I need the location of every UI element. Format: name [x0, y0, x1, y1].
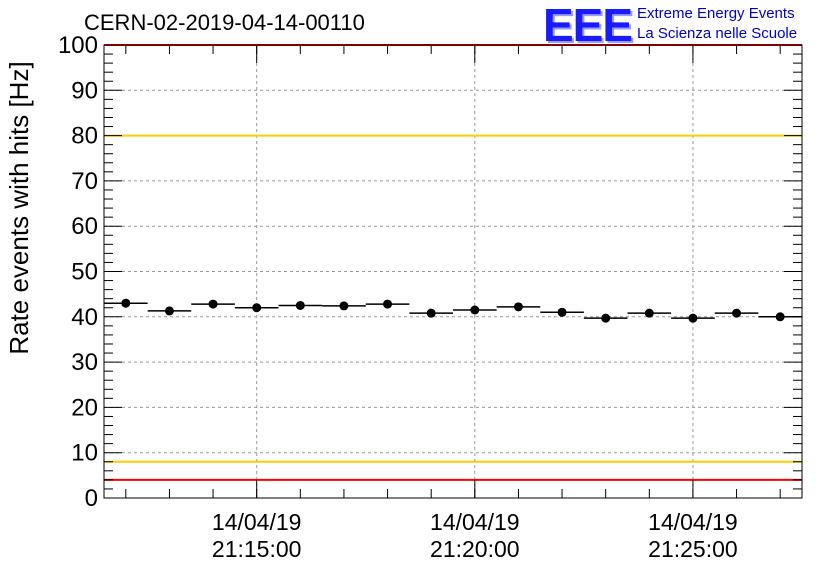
y-tick-label: 50	[71, 259, 98, 286]
data-point	[732, 308, 742, 318]
data-point	[426, 308, 436, 318]
x-tick-label-time: 21:20:00	[430, 536, 520, 562]
y-tick-label: 30	[71, 349, 98, 376]
x-tick-labels: 14/04/1921:15:0014/04/1921:20:0014/04/19…	[212, 509, 738, 562]
data-point	[513, 302, 523, 312]
y-tick-label: 80	[71, 123, 98, 150]
x-tick-label-date: 14/04/19	[648, 509, 738, 535]
data-point	[775, 312, 785, 322]
data-point	[383, 299, 393, 309]
logo-line-2: La Scienza nelle Scuole	[637, 25, 798, 42]
data-point	[164, 306, 174, 316]
logo-line-1: Extreme Energy Events	[637, 5, 795, 22]
y-tick-label: 20	[71, 394, 98, 421]
data-point	[339, 301, 349, 311]
y-tick-label: 70	[71, 168, 98, 195]
axis-ticks	[104, 44, 802, 499]
data-point	[121, 298, 131, 308]
y-axis-label: Rate events with hits [Hz]	[4, 61, 34, 354]
data-point	[252, 303, 262, 313]
reference-lines	[104, 44, 802, 481]
x-tick-label-time: 21:25:00	[648, 536, 738, 562]
chart-title: CERN-02-2019-04-14-00110	[84, 10, 365, 35]
data-point	[644, 308, 654, 318]
y-tick-label: 60	[71, 213, 98, 240]
y-tick-label: 90	[71, 77, 98, 104]
data-point	[601, 313, 611, 323]
y-tick-label: 100	[58, 32, 98, 59]
data-point	[688, 313, 698, 323]
x-tick-label-date: 14/04/19	[212, 509, 302, 535]
grid-lines	[104, 45, 802, 498]
logo-caption: Extreme Energy Events La Scienza nelle S…	[637, 4, 797, 44]
y-tick-label: 10	[71, 440, 98, 467]
x-tick-label-time: 21:15:00	[212, 536, 302, 562]
data-point	[470, 305, 480, 315]
x-tick-label-date: 14/04/19	[430, 509, 520, 535]
data-point	[208, 299, 218, 309]
eee-logo: EEE	[543, 0, 633, 51]
y-tick-label: 0	[85, 485, 98, 512]
y-tick-label: 40	[71, 304, 98, 331]
data-points	[104, 298, 802, 323]
data-point	[295, 300, 305, 310]
y-tick-labels: 0 10 20 30 40 50 60 70 80 90 100	[58, 32, 98, 512]
data-point	[557, 307, 567, 317]
